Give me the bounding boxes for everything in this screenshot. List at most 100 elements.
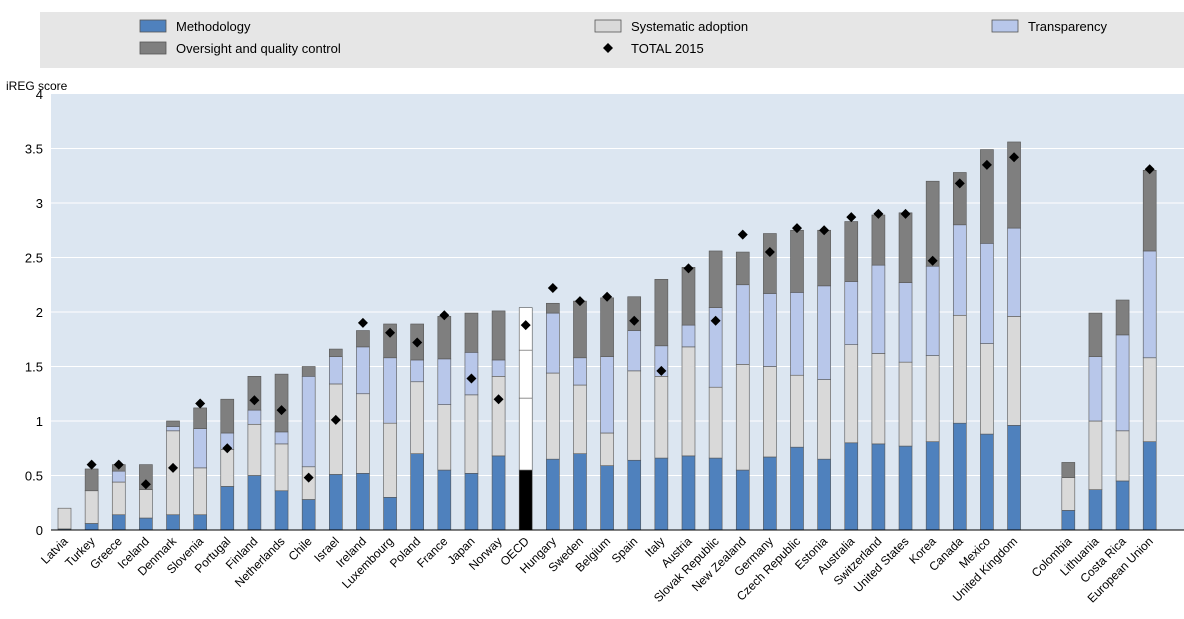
legend-label: Oversight and quality control xyxy=(176,41,341,56)
bar-segment xyxy=(925,355,940,443)
y-tick-label: 1 xyxy=(36,414,43,429)
total-marker xyxy=(222,443,233,454)
legend-marker xyxy=(603,43,613,53)
total-marker xyxy=(547,283,558,294)
bar-segment xyxy=(1142,170,1157,252)
y-tick-label: 4 xyxy=(36,87,43,102)
bar-segment xyxy=(247,475,262,531)
bar-segment xyxy=(708,386,723,459)
y-tick-label: 2.5 xyxy=(25,251,43,266)
total-marker xyxy=(846,212,857,223)
bar-segment xyxy=(1061,462,1076,478)
bar-segment xyxy=(220,449,235,487)
total-marker xyxy=(195,398,206,409)
bar-segment xyxy=(1115,334,1130,432)
bar-segment xyxy=(898,361,913,447)
bar-segment xyxy=(410,381,424,455)
legend-item: Systematic adoption xyxy=(594,19,748,34)
legend-swatch xyxy=(139,19,167,33)
total-marker xyxy=(873,208,884,219)
bar-segment xyxy=(546,312,560,374)
bar-segment xyxy=(627,330,642,372)
bar-segment xyxy=(383,496,397,531)
bar-segment xyxy=(1088,420,1103,490)
bar-segment xyxy=(356,330,370,348)
bar-segment xyxy=(871,214,886,266)
bar-segment xyxy=(464,394,479,474)
y-tick-label: 0 xyxy=(36,523,43,538)
total-marker xyxy=(900,208,911,219)
bar-segment xyxy=(654,278,669,347)
bar-segment xyxy=(980,343,994,435)
bar-segment xyxy=(844,221,859,282)
category-label: Spain xyxy=(609,534,641,566)
bar-segment xyxy=(627,459,642,531)
bar-segment xyxy=(871,443,886,531)
total-marker xyxy=(140,479,151,490)
bar-segment xyxy=(1142,441,1157,531)
legend-label: TOTAL 2015 xyxy=(631,41,704,56)
bar-segment xyxy=(111,470,126,483)
markers xyxy=(86,152,1155,490)
legend-label: Systematic adoption xyxy=(631,19,748,34)
bar-segment xyxy=(898,212,913,283)
bar-segment xyxy=(166,514,180,531)
bar-segment xyxy=(980,149,994,244)
bar-segment xyxy=(898,445,913,531)
total-marker xyxy=(683,263,694,274)
bar-segment xyxy=(518,397,533,471)
y-tick-label: 2 xyxy=(36,305,43,320)
bar-segment xyxy=(817,229,831,287)
bar-segment xyxy=(1142,357,1157,443)
total-marker xyxy=(493,394,504,405)
bar-segment xyxy=(790,292,804,376)
bar-segment xyxy=(763,456,777,531)
total-marker xyxy=(249,395,260,406)
bar-segment xyxy=(193,467,207,516)
bar-segment xyxy=(491,376,506,457)
bar-segment xyxy=(1007,227,1021,317)
total-marker xyxy=(385,327,396,338)
bar-segment xyxy=(844,344,859,444)
bar-segment xyxy=(681,267,696,326)
bar-segment xyxy=(247,423,262,476)
bar-segment xyxy=(546,302,560,314)
bar-segment xyxy=(600,356,614,434)
bar-segment xyxy=(274,431,289,445)
bar-segment xyxy=(301,376,316,468)
bar-segment xyxy=(464,473,479,531)
bar-segment xyxy=(654,376,669,459)
bar-segment xyxy=(1061,510,1076,531)
bar-segment xyxy=(952,224,967,316)
bar-segment xyxy=(1142,250,1157,359)
bar-segment xyxy=(356,346,370,395)
total-marker xyxy=(602,291,613,302)
bar-segment xyxy=(328,356,343,385)
legend-label: Transparency xyxy=(1028,19,1107,34)
bar-segment xyxy=(1007,141,1021,229)
bar-segment xyxy=(1007,425,1021,531)
bar-segment xyxy=(247,409,262,425)
bar-segment xyxy=(193,428,207,469)
total-marker xyxy=(764,247,775,258)
bar-segment xyxy=(274,443,289,492)
total-marker xyxy=(86,459,97,470)
bar-segment xyxy=(139,489,153,519)
x-axis: LatviaTurkeyGreeceIcelandDenmarkSlovenia… xyxy=(38,534,1156,606)
bar-segment xyxy=(573,453,587,531)
bar-segment xyxy=(627,370,642,461)
total-marker xyxy=(737,229,748,240)
bar-segment xyxy=(437,404,452,471)
bar-segment xyxy=(980,433,994,531)
bar-segment xyxy=(166,420,180,427)
bar-segment xyxy=(763,366,777,458)
bar-segment xyxy=(491,455,506,531)
bar-segment xyxy=(84,490,99,524)
total-marker xyxy=(412,337,423,348)
bars xyxy=(57,141,1157,531)
legend-item: Oversight and quality control xyxy=(139,41,341,56)
bar-segment xyxy=(925,441,940,531)
bar-segment xyxy=(735,251,750,286)
bar-segment xyxy=(328,348,343,357)
total-marker xyxy=(792,223,803,234)
